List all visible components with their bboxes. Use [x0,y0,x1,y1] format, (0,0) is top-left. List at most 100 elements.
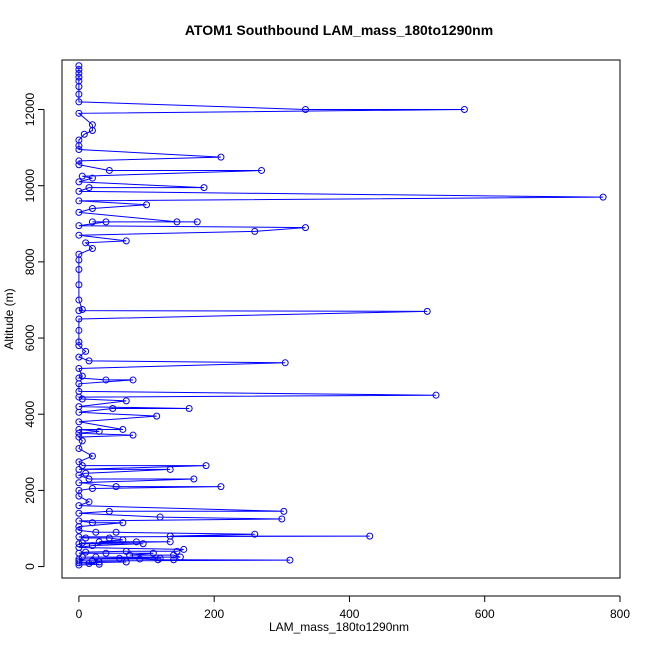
y-tick-label: 6000 [23,324,37,351]
x-axis: 0 200 400 600 800 [76,595,630,621]
data-point [170,556,178,564]
data-point [366,532,374,540]
x-axis-label: LAM_mass_180to1290nm [269,620,409,634]
data-point [139,540,147,548]
data-point [119,519,127,527]
data-point [80,130,88,138]
data-point [82,347,90,355]
data-point [190,475,198,483]
data-point [75,315,83,323]
data-point [82,548,90,556]
plot-frame [61,59,621,579]
data-point [75,365,83,373]
data-point [75,338,83,346]
data-point [75,281,83,289]
y-axis-label: Altitude (m) [2,288,16,349]
data-point [122,237,130,245]
data-point [75,178,83,186]
data-point [119,536,127,544]
data-point [122,558,130,566]
data-point [75,66,83,74]
data-point [78,172,86,180]
y-tick-label: 8000 [23,248,37,275]
data-point [75,561,83,569]
data-point [75,342,83,350]
y-tick-label: 4000 [23,401,37,428]
x-tick-label: 800 [610,607,630,621]
data-point [102,218,110,226]
data-point [75,509,83,517]
data-point [88,218,96,226]
data-point [112,483,120,491]
data-point [75,307,83,315]
data-point [251,530,259,538]
data-point [75,208,83,216]
data-point [301,224,309,232]
data-point [105,166,113,174]
data-point [75,109,83,117]
data-point [112,528,120,536]
y-tick-label: 0 [23,563,37,570]
data-point [154,556,162,564]
data-point [75,62,83,70]
y-tick-label: 12000 [23,93,37,127]
data-point [95,560,103,568]
data-point [78,437,86,445]
data-point [82,534,90,542]
data-point [85,498,93,506]
data-point [217,483,225,491]
data-point [129,376,137,384]
data-point [82,239,90,247]
x-tick-label: 0 [76,607,83,621]
data-point [136,555,144,563]
data-point [132,538,140,546]
x-tick-label: 400 [339,607,359,621]
data-point [75,353,83,361]
data-point [88,542,96,550]
data-point [78,539,86,547]
data-point [122,397,130,405]
data-point [75,157,83,165]
data-point [75,479,83,487]
data-point [88,205,96,213]
data-point [75,557,83,565]
data-point [75,83,83,91]
data-point [75,380,83,388]
data-point [85,357,93,365]
data-point [82,469,90,477]
data-point [153,412,161,420]
y-tick-label: 10000 [23,169,37,203]
data-point [185,405,193,413]
series-line [76,65,604,566]
data-point [75,429,83,437]
data-point [193,218,201,226]
data-point [78,395,86,403]
data-point [166,538,174,546]
data-point [75,256,83,264]
data-point [200,184,208,192]
data-point [95,558,103,566]
data-point [599,193,607,201]
data-point [75,222,83,230]
data-point [286,556,294,564]
data-point [75,90,83,98]
data-point [95,427,103,435]
data-point [280,507,288,515]
data-point [75,231,83,239]
data-point [460,106,468,114]
data-point [75,142,83,150]
x-tick-label: 200 [204,607,224,621]
data-layer [75,62,607,569]
data-point [202,462,210,470]
data-point [85,184,93,192]
data-point [156,513,164,521]
data-point [166,465,174,473]
data-point [75,408,83,416]
data-point [75,73,83,81]
data-point [75,187,83,195]
data-point [105,507,113,515]
data-point [109,405,117,413]
data-point [88,452,96,460]
data-point [281,359,289,367]
